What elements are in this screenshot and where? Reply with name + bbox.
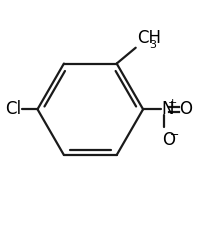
Text: +: +: [167, 98, 177, 108]
Text: CH: CH: [137, 29, 161, 47]
Text: −: −: [170, 130, 179, 140]
Text: N: N: [162, 100, 174, 118]
Text: 3: 3: [150, 40, 157, 50]
Text: O: O: [179, 100, 192, 118]
Text: Cl: Cl: [5, 100, 21, 118]
Text: O: O: [162, 131, 175, 149]
